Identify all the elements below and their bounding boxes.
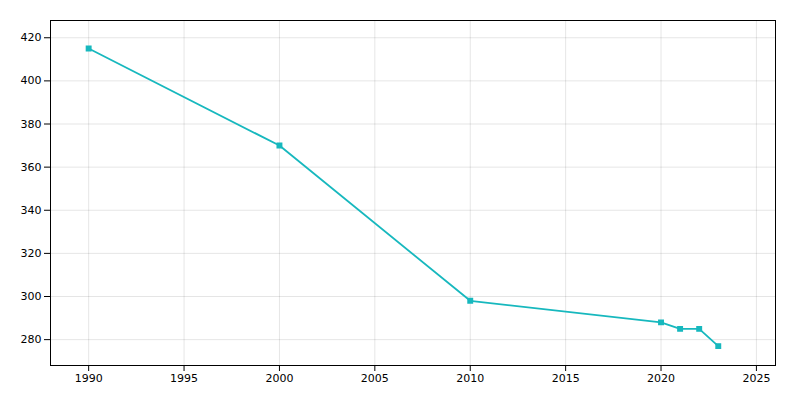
svg-text:1995: 1995 (170, 372, 198, 385)
svg-text:320: 320 (21, 247, 42, 260)
svg-text:2005: 2005 (361, 372, 389, 385)
svg-text:2015: 2015 (552, 372, 580, 385)
svg-text:2020: 2020 (647, 372, 675, 385)
svg-text:400: 400 (21, 74, 42, 87)
svg-text:360: 360 (21, 161, 42, 174)
svg-text:2025: 2025 (742, 372, 770, 385)
svg-text:380: 380 (21, 118, 42, 131)
svg-text:340: 340 (21, 204, 42, 217)
svg-text:420: 420 (21, 31, 42, 44)
svg-text:300: 300 (21, 290, 42, 303)
svg-text:1990: 1990 (75, 372, 103, 385)
svg-text:280: 280 (21, 333, 42, 346)
svg-text:2010: 2010 (456, 372, 484, 385)
svg-text:2000: 2000 (265, 372, 293, 385)
